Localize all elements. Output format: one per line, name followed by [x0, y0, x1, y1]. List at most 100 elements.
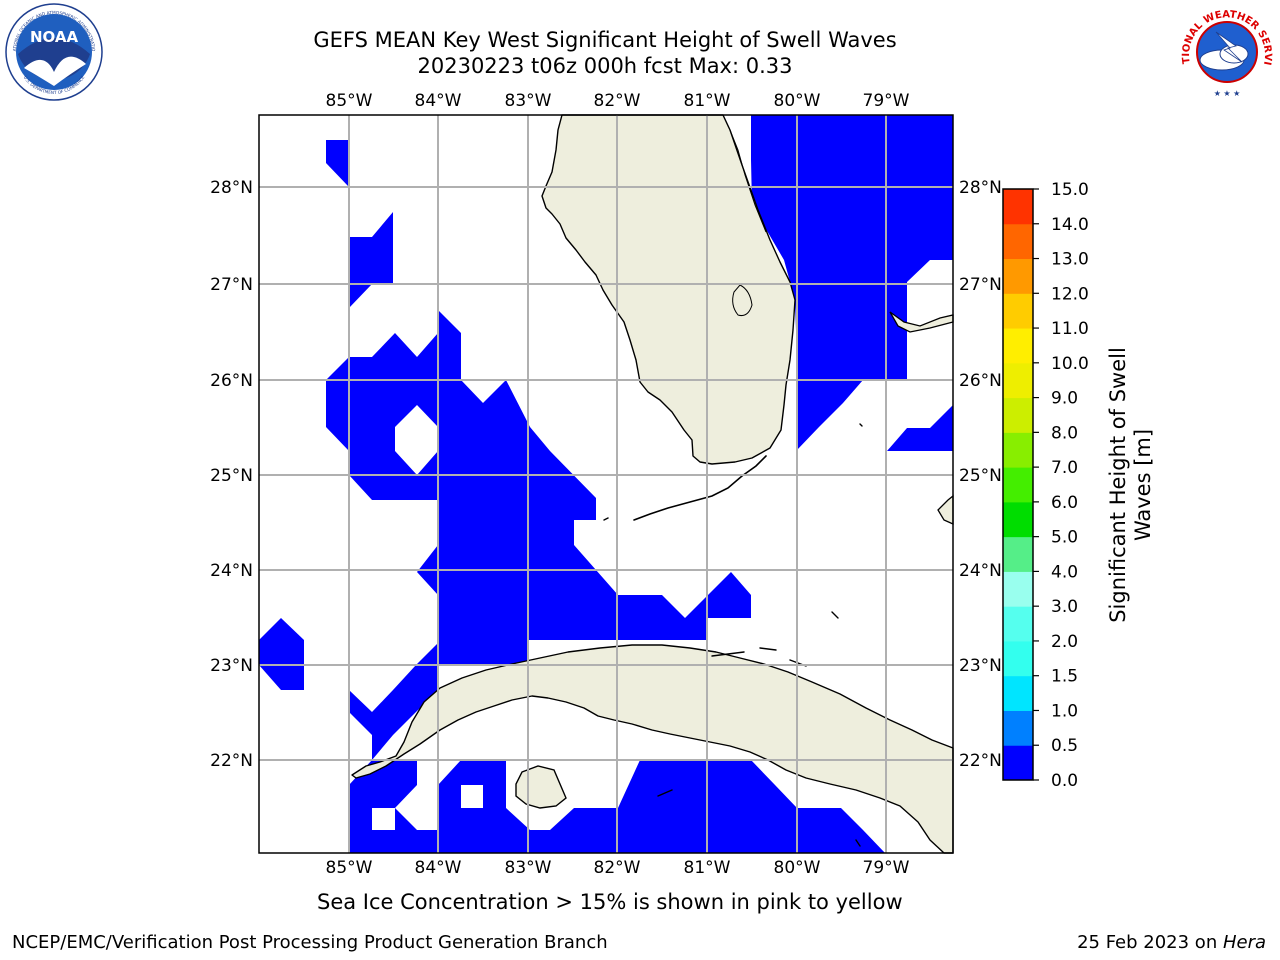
lon-labels-bottom: 85°W 84°W 83°W 82°W 81°W 80°W 79°W: [326, 858, 910, 878]
lon-label: 84°W: [415, 858, 462, 878]
lon-label: 82°W: [594, 858, 641, 878]
lat-label: 25°N: [959, 466, 1002, 486]
swell-region-east-small: [887, 405, 953, 451]
lon-label: 81°W: [684, 858, 731, 878]
footer-date: 25 Feb 2023 on: [1077, 932, 1223, 953]
lat-label: 25°N: [210, 466, 253, 486]
lat-label: 24°N: [959, 561, 1002, 581]
svg-text:★ ★ ★: ★ ★ ★: [1214, 89, 1241, 98]
nws-logo: NATIONAL WEATHER SERVICE ★ ★ ★: [1176, 2, 1273, 98]
lat-label: 28°N: [959, 178, 1002, 198]
lat-label: 24°N: [210, 561, 253, 581]
colorbar: [1003, 189, 1033, 781]
colorbar-tick-label: 10.0: [1051, 354, 1089, 374]
lon-labels-top: 85°W 84°W 83°W 82°W 81°W 80°W 79°W: [326, 91, 910, 111]
lon-label: 83°W: [505, 858, 552, 878]
footer-left: NCEP/EMC/Verification Post Processing Pr…: [12, 932, 608, 953]
colorbar-tick-label: 7.0: [1051, 458, 1078, 478]
colorbar-tick-label: 13.0: [1051, 250, 1089, 270]
lat-label: 28°N: [210, 178, 253, 198]
noaa-logo: NOAA NATIONAL OCEANIC AND ATMOSPHERIC AD…: [4, 2, 103, 101]
colorbar-tick-label: 11.0: [1051, 319, 1089, 339]
colorbar-tick-label: 8.0: [1051, 423, 1078, 443]
colorbar-segment: [1003, 571, 1033, 607]
colorbar-ticks: 0.0 0.5 1.0 1.5 2.0 3.0 4.0 5.0 6.0 7.0 8.0 9.0 10.0…: [1033, 180, 1089, 791]
colorbar-segment: [1003, 223, 1033, 260]
land-lake-okeechobee: [732, 284, 753, 316]
colorbar-tick-label: 4.0: [1051, 562, 1078, 582]
colorbar-segment: [1003, 640, 1033, 677]
lat-label: 23°N: [959, 656, 1002, 676]
lat-label: 27°N: [210, 275, 253, 295]
colorbar-tick-label: 1.0: [1051, 701, 1078, 721]
swell-region-sw: [349, 760, 885, 853]
lat-labels-right: 28°N 27°N 26°N 25°N 24°N 23°N 22°N: [959, 178, 1002, 771]
colorbar-tick-label: 6.0: [1051, 493, 1078, 513]
lon-label: 81°W: [684, 91, 731, 111]
colorbar-tick-label: 0.0: [1051, 771, 1078, 791]
lat-label: 26°N: [959, 371, 1002, 391]
swell-region-nw-small1: [326, 140, 348, 186]
colorbar-tick-label: 9.0: [1051, 389, 1078, 409]
colorbar-segment: [1003, 432, 1033, 468]
colorbar-segment: [1003, 328, 1033, 364]
colorbar-segment: [1003, 293, 1033, 329]
map-gridlines: [259, 115, 953, 853]
land-cuba: [351, 644, 954, 854]
chart-subtitle: 20230223 t06z 000h fcst Max: 0.33: [417, 54, 793, 78]
swell-region-cuba-nw: [349, 643, 438, 760]
colorbar-label-line1: Significant Height of Swell: [1106, 347, 1130, 623]
lat-label: 22°N: [959, 751, 1002, 771]
colorbar-tick-label: 14.0: [1051, 215, 1089, 235]
footer-right: 25 Feb 2023 on Hera: [1077, 932, 1266, 953]
swell-regions: [259, 115, 953, 853]
lon-label: 80°W: [774, 858, 821, 878]
colorbar-segment: [1003, 467, 1033, 503]
lat-label: 22°N: [210, 751, 253, 771]
chart-title: GEFS MEAN Key West Significant Height of…: [313, 28, 897, 52]
colorbar-segment: [1003, 189, 1033, 225]
lat-label: 26°N: [210, 371, 253, 391]
map-frame: [258, 114, 954, 854]
colorbar-segment: [1003, 362, 1033, 399]
colorbar-tick-label: 12.0: [1051, 284, 1089, 304]
land-florida-keys: [633, 455, 767, 521]
lat-labels-left: 28°N 27°N 26°N 25°N 24°N 23°N 22°N: [210, 178, 253, 771]
map-contents: [259, 114, 954, 854]
colorbar-segment: [1003, 675, 1033, 711]
sea-ice-caption: Sea Ice Concentration > 15% is shown in …: [317, 890, 903, 914]
colorbar-frame: [1002, 188, 1034, 781]
lon-label: 82°W: [594, 91, 641, 111]
colorbar-segment: [1003, 536, 1033, 572]
lon-label: 83°W: [505, 91, 552, 111]
noaa-logo-text: NOAA: [30, 28, 79, 46]
colorbar-segment: [1003, 397, 1033, 433]
colorbar-tick-label: 5.0: [1051, 528, 1078, 548]
colorbar-tick-label: 0.5: [1051, 736, 1078, 756]
swell-region-west-edge: [259, 618, 304, 690]
lon-label: 79°W: [863, 91, 910, 111]
lat-label: 27°N: [959, 275, 1002, 295]
colorbar-segment: [1003, 710, 1033, 746]
colorbar-segment: [1003, 606, 1033, 642]
lon-label: 79°W: [863, 858, 910, 878]
land-cape-canaveral: [729, 129, 767, 233]
colorbar-tick-label: 1.5: [1051, 667, 1078, 687]
colorbar-segment: [1003, 745, 1033, 781]
swell-region-gulf-main: [326, 310, 751, 665]
footer-host: Hera: [1222, 932, 1266, 953]
lon-label: 80°W: [774, 91, 821, 111]
land-cays: [603, 423, 863, 847]
colorbar-segment: [1003, 258, 1033, 294]
colorbar-tick-label: 2.0: [1051, 632, 1078, 652]
lat-label: 23°N: [210, 656, 253, 676]
colorbar-tick-label: 15.0: [1051, 180, 1089, 200]
lon-label: 85°W: [326, 858, 373, 878]
colorbar-segment: [1003, 501, 1033, 538]
lon-label: 85°W: [326, 91, 373, 111]
colorbar-tick-label: 3.0: [1051, 597, 1078, 617]
lon-label: 84°W: [415, 91, 462, 111]
swell-region-east-atlantic: [751, 115, 953, 450]
colorbar-label-line2: Waves [m]: [1131, 429, 1155, 541]
